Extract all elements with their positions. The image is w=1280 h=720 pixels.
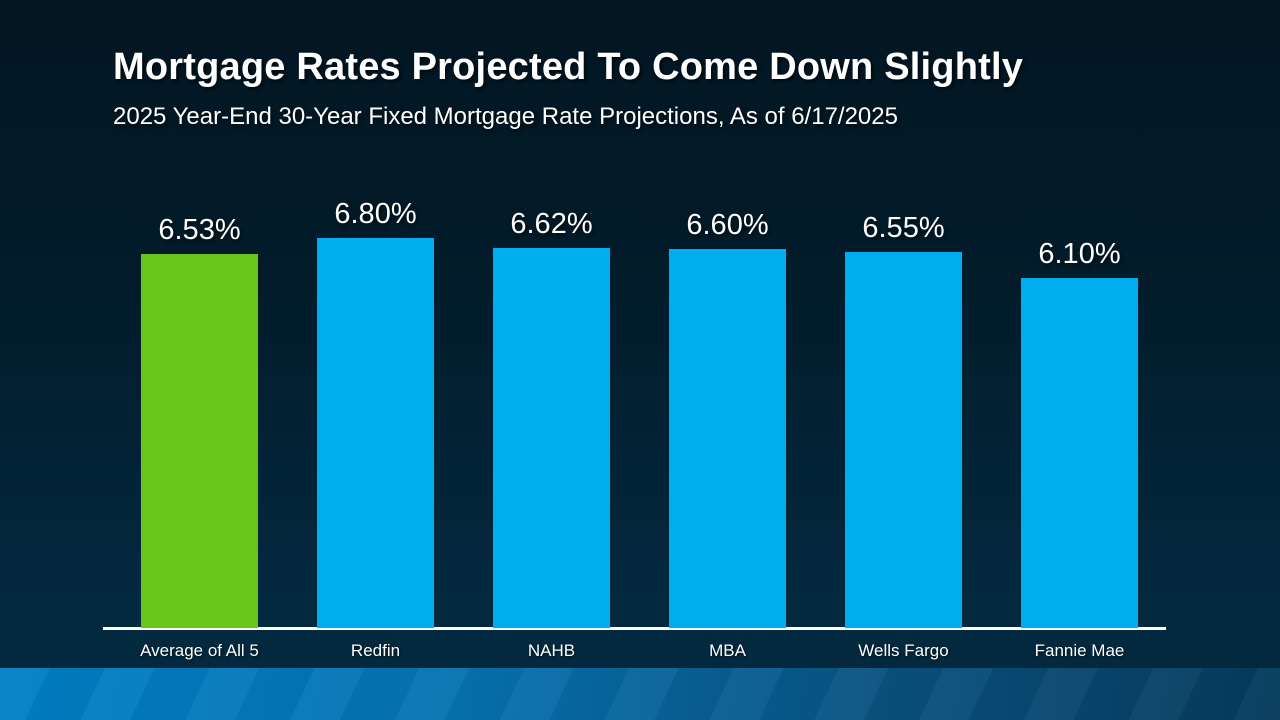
bar-redfin [317,238,434,628]
footer-accent-band [0,668,1280,720]
bar-mba [669,249,786,628]
bar-average-of-all-5 [141,253,258,628]
x-axis-label-redfin: Redfin [350,641,401,660]
bar-value-label-mba: 6.60% [686,209,769,242]
bar-wells-fargo [845,252,962,628]
x-axis-line [103,627,1166,630]
bar-value-label-nahb: 6.62% [510,208,593,241]
x-axis-label-nahb: NAHB [527,641,576,660]
bar-value-label-redfin: 6.80% [334,198,417,231]
page-subtitle: 2025 Year-End 30-Year Fixed Mortgage Rat… [113,103,898,130]
bar-value-label-average-of-all-5: 6.53% [158,213,241,246]
x-axis-label-fannie-mae: Fannie Mae [1034,641,1125,660]
x-axis-label-average-of-all-5: Average of All 5 [140,641,259,660]
bar-value-label-fannie-mae: 6.10% [1038,238,1121,271]
bar-nahb [493,248,610,628]
page-title: Mortgage Rates Projected To Come Down Sl… [113,46,1024,88]
bar-fannie-mae [1021,278,1138,628]
bar-value-label-wells-fargo: 6.55% [862,212,945,245]
x-axis-label-mba: MBA [709,641,746,660]
x-axis-label-wells-fargo: Wells Fargo [858,641,949,660]
